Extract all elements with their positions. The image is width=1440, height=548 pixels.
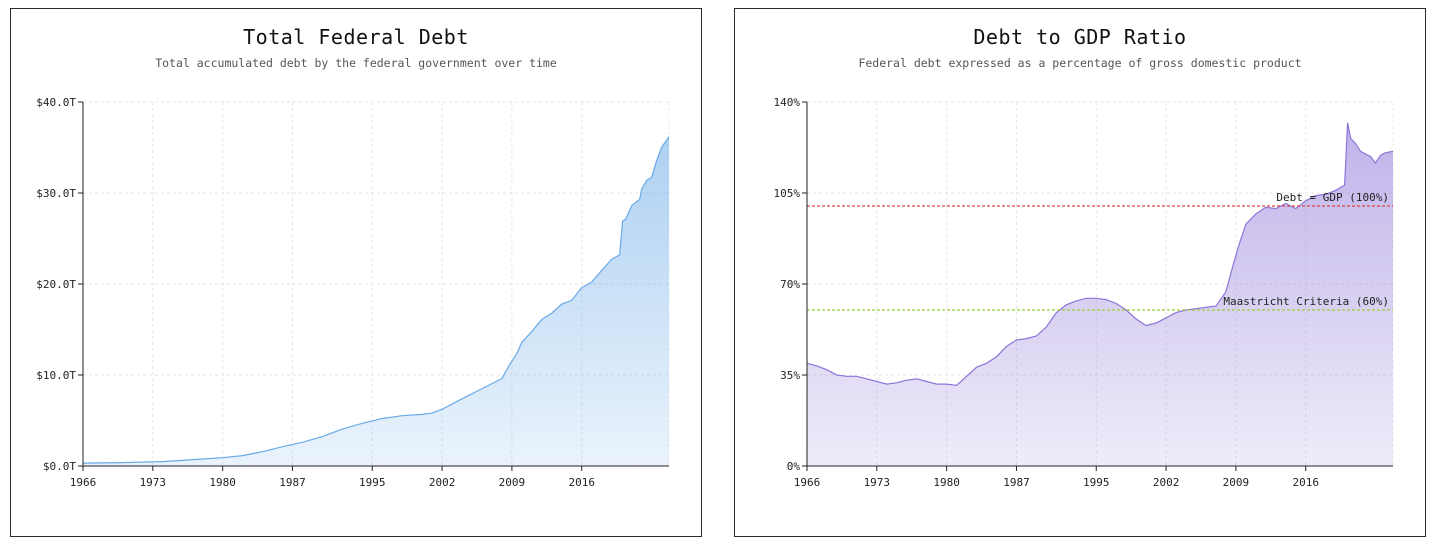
x-tick-label: 2009: [1223, 476, 1250, 489]
x-tick-label: 1966: [70, 476, 97, 489]
x-tick-label: 1987: [1003, 476, 1030, 489]
series-line: [806, 122, 1394, 387]
series-area: [83, 136, 669, 466]
x-tick-label: 1995: [1083, 476, 1110, 489]
series-line: [82, 136, 670, 464]
chart-panel-total-debt: Total Federal Debt Total accumulated deb…: [10, 8, 702, 537]
x-tick-label: 1980: [209, 476, 236, 489]
x-tick-label: 1973: [864, 476, 891, 489]
chart-panel-debt-to-gdp: Debt to GDP Ratio Federal debt expressed…: [734, 8, 1426, 537]
chart-subtitle: Total accumulated debt by the federal go…: [155, 56, 557, 70]
x-tick-label: 2009: [499, 476, 526, 489]
x-tick-label: 2002: [1153, 476, 1180, 489]
x-tick-label: 1966: [794, 476, 821, 489]
y-tick-label: $40.0T: [36, 96, 76, 109]
y-tick-label: $10.0T: [36, 369, 76, 382]
y-tick-label: $20.0T: [36, 278, 76, 291]
series-area: [807, 122, 1393, 467]
x-tick-label: 1980: [933, 476, 960, 489]
y-tick-label: 140%: [774, 96, 801, 109]
x-tick-label: 2016: [568, 476, 595, 489]
y-tick-label: $0.0T: [43, 460, 76, 473]
chart-title: Debt to GDP Ratio: [973, 25, 1187, 49]
y-tick-label: 70%: [780, 278, 800, 291]
y-tick-label: $30.0T: [36, 187, 76, 200]
y-tick-label: 0%: [787, 460, 801, 473]
x-tick-label: 1973: [140, 476, 167, 489]
y-tick-label: 35%: [780, 369, 800, 382]
reference-label: Maastricht Criteria (60%): [1223, 295, 1389, 308]
x-tick-label: 1987: [279, 476, 306, 489]
x-tick-label: 2002: [429, 476, 456, 489]
y-tick-label: 105%: [774, 187, 801, 200]
total-debt-chart: $0.0T $10.0T $20.0T $30.0T $40.0T 1966 1973 198…: [36, 96, 670, 489]
x-tick-label: 1995: [359, 476, 386, 489]
chart-title: Total Federal Debt: [243, 25, 469, 49]
reference-label: Debt = GDP (100%): [1276, 191, 1389, 204]
debt-to-gdp-chart: Debt = GDP (100%) Maastricht Criteria (60…: [774, 96, 1394, 489]
chart-subtitle: Federal debt expressed as a percentage o…: [858, 56, 1302, 70]
x-tick-label: 2016: [1292, 476, 1319, 489]
